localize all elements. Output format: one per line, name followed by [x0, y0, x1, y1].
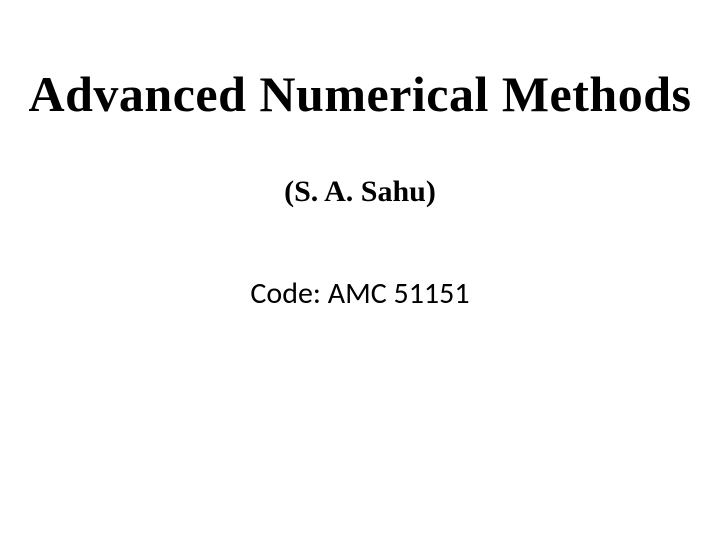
- slide-container: Advanced Numerical Methods (S. A. Sahu) …: [0, 0, 720, 540]
- slide-code: Code: AMC 51151: [0, 275, 720, 312]
- slide-title: Advanced Numerical Methods: [0, 65, 720, 123]
- slide-author: (S. A. Sahu): [0, 175, 720, 209]
